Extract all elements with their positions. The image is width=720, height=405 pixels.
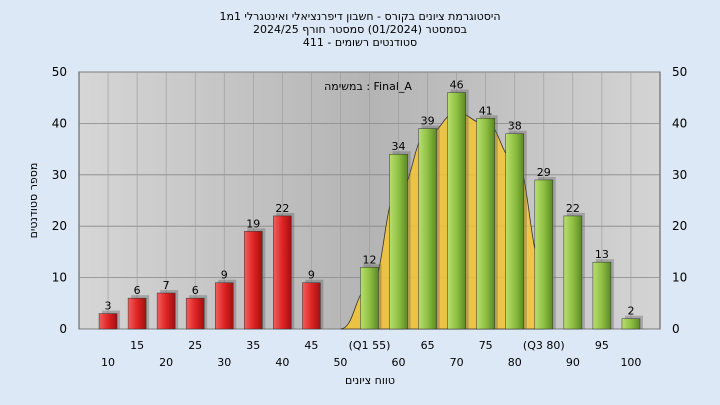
histogram-bar [127, 297, 147, 330]
y-axis-title: מספר סטודנטים [27, 163, 40, 239]
y-tick-label-left: 0 [59, 322, 67, 336]
histogram-bar [98, 313, 118, 330]
histogram-bar [563, 215, 583, 330]
bar-data-label: 46 [450, 79, 464, 92]
chart-title-line: היסטוגרמת ציונים בקורס - חשבון דיפרנציאל… [219, 10, 500, 23]
bar-data-label: 2 [627, 305, 634, 318]
histogram-bar [302, 282, 321, 330]
histogram-bar [418, 128, 437, 330]
y-tick-label-right: 40 [672, 116, 687, 130]
bar-data-label: 19 [246, 217, 260, 230]
x-tick-label: 75 [479, 339, 493, 352]
x-tick-label: 60 [392, 356, 406, 369]
x-tick-label: 15 [130, 339, 144, 352]
x-tick-label: 80 [508, 356, 522, 369]
x-tick-label: (Q3 80) [523, 339, 565, 352]
y-tick-label-left: 30 [52, 168, 67, 182]
x-axis-title: טווח ציונים [345, 374, 395, 387]
bar-data-label: 22 [566, 202, 580, 215]
y-tick-label-left: 50 [52, 65, 67, 79]
y-tick-label-left: 10 [52, 271, 67, 285]
x-tick-label: 50 [333, 356, 347, 369]
x-tick-label: 10 [101, 356, 115, 369]
x-tick-label: 40 [275, 356, 289, 369]
histogram-bar [244, 231, 263, 330]
x-tick-label: 100 [620, 356, 641, 369]
y-tick-label-right: 10 [672, 271, 687, 285]
histogram-bar [156, 292, 176, 330]
x-tick-label: 25 [188, 339, 202, 352]
x-tick-label: 95 [595, 339, 609, 352]
x-tick-label: 90 [566, 356, 580, 369]
bar-data-label: 9 [221, 269, 228, 282]
x-tick-label: 35 [246, 339, 260, 352]
bar-data-label: 7 [163, 279, 170, 292]
bar-data-label: 29 [537, 166, 551, 179]
x-tick-label: 70 [450, 356, 464, 369]
x-tick-label: 45 [304, 339, 318, 352]
bar-data-label: 6 [134, 284, 141, 297]
bar-data-label: 6 [192, 284, 199, 297]
bar-data-label: 38 [508, 120, 522, 133]
histogram-bar [592, 261, 612, 330]
y-tick-label-left: 20 [52, 219, 67, 233]
x-tick-label: 20 [159, 356, 173, 369]
y-tick-label-right: 50 [672, 65, 687, 79]
x-tick-label: 30 [217, 356, 231, 369]
assignment-annotation: במשימה : Final_A [324, 80, 412, 93]
y-tick-label-right: 0 [672, 322, 680, 336]
chart-title-line: בסמסטר (01/2024) סמסטר חורף 2024/25 [253, 23, 467, 36]
x-tick-label: (Q1 55) [349, 339, 391, 352]
y-tick-label-left: 40 [52, 116, 67, 130]
bar-data-label: 9 [308, 269, 315, 282]
bar-data-label: 3 [105, 300, 112, 313]
bar-data-label: 39 [421, 115, 435, 128]
bar-data-label: 22 [275, 202, 289, 215]
y-tick-label-right: 30 [672, 168, 687, 182]
histogram-bar [214, 282, 234, 330]
x-tick-label: 65 [421, 339, 435, 352]
histogram-bar [447, 92, 466, 330]
histogram-bar [273, 215, 292, 330]
bar-data-label: 13 [595, 248, 609, 261]
histogram-bar [534, 179, 554, 330]
bar-data-label: 41 [479, 104, 493, 117]
histogram-bar [621, 318, 641, 330]
histogram-bar [185, 297, 205, 330]
histogram-bar [389, 153, 408, 330]
histogram-bar [476, 118, 495, 330]
histogram-bar [360, 267, 379, 330]
bar-data-label: 12 [363, 253, 377, 266]
y-tick-label-right: 20 [672, 219, 687, 233]
bar-data-label: 34 [392, 140, 406, 153]
chart-title-line: סטודנטים רשומים - 411 [303, 36, 417, 49]
histogram-bar [505, 133, 525, 330]
